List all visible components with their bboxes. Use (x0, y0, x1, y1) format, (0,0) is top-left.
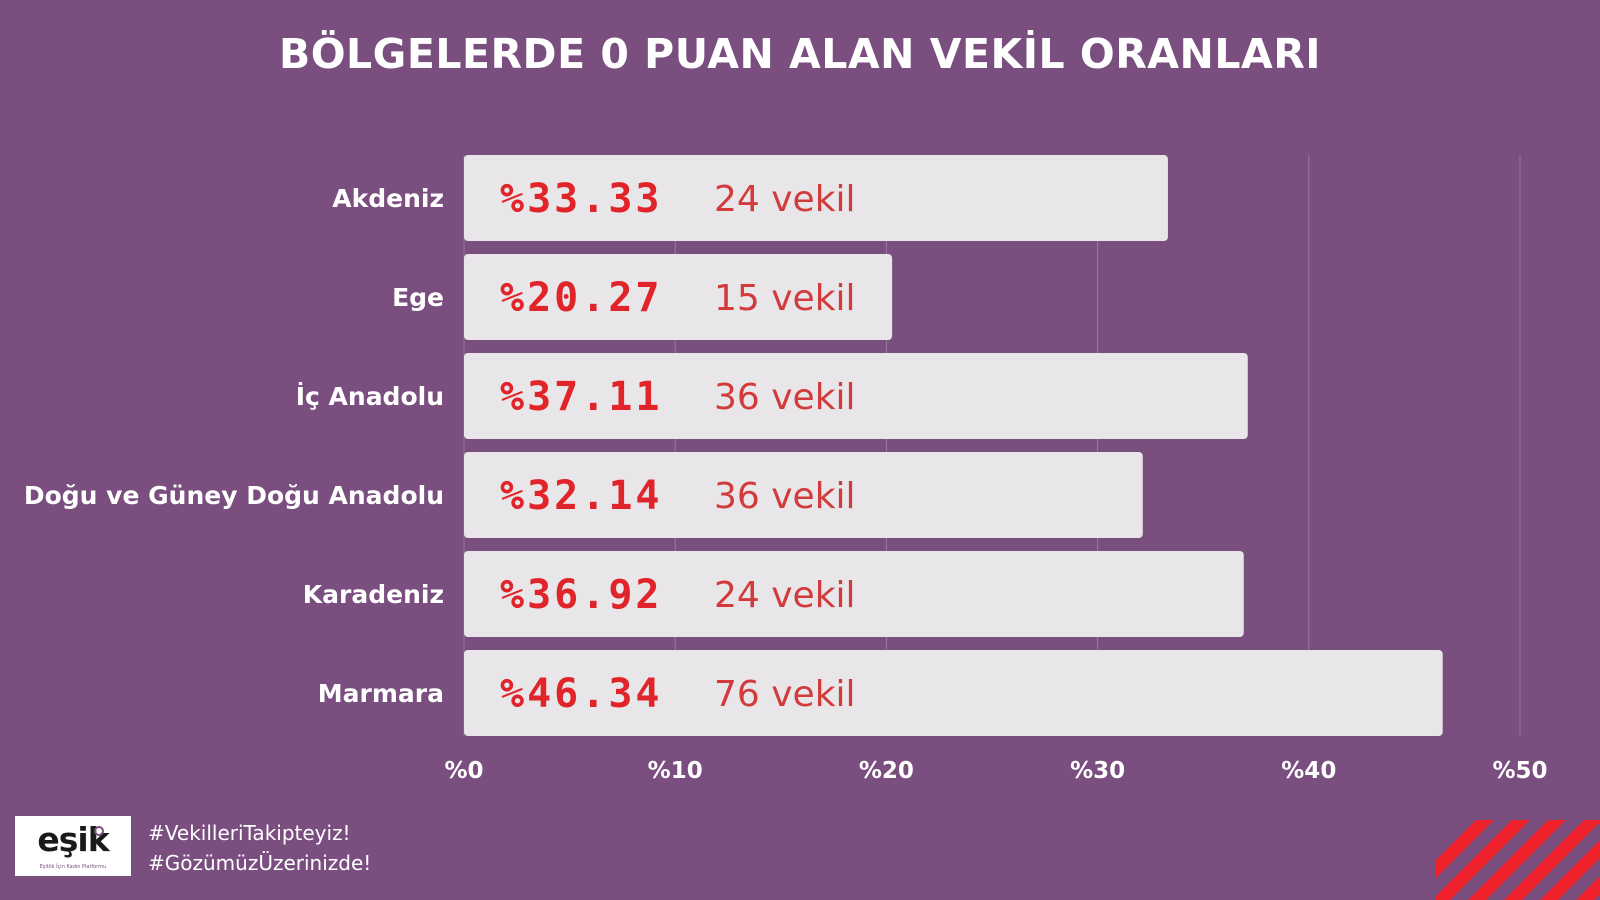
value-label: %36.92 (500, 572, 663, 618)
x-tick-label: %0 (444, 758, 483, 784)
labels: Akdeniz %33.33 24 vekil Ege %20.27 15 vekil İç… (24, 176, 856, 717)
category-label: Ege (392, 283, 444, 312)
bar (464, 254, 893, 340)
chart-title: BÖLGELERDE 0 PUAN ALAN VEKİL ORANLARI (278, 30, 1322, 78)
logo-subtext: Eşitlik İçin Kadın Platformu (39, 864, 107, 870)
esik-logo: eşik Eşitlik İçin Kadın Platformu (15, 816, 131, 876)
stripe (1504, 820, 1600, 900)
category-label: Akdeniz (332, 184, 444, 213)
hashtag-2: #GözümüzÜzerinizde! (148, 851, 372, 875)
x-tick-label: %20 (859, 758, 914, 784)
category-label: İç Anadolu (296, 381, 444, 411)
logo-eye-icon (94, 826, 104, 836)
x-tick-label: %30 (1070, 758, 1125, 784)
category-label: Doğu ve Güney Doğu Anadolu (24, 481, 444, 510)
bar (464, 452, 1143, 538)
logo-text: eşik (37, 820, 109, 859)
value-label: %46.34 (500, 671, 663, 717)
bar (464, 353, 1248, 439)
x-tick-label: %50 (1492, 758, 1547, 784)
bar (464, 551, 1244, 637)
stripe (1436, 820, 1530, 900)
decorative-stripes (1436, 820, 1600, 900)
value-label: %33.33 (500, 176, 663, 222)
x-tick-label: %10 (648, 758, 703, 784)
count-label: 24 vekil (714, 575, 856, 616)
value-label: %20.27 (500, 275, 663, 321)
value-label: %32.14 (500, 473, 663, 519)
stripe (1436, 820, 1494, 878)
count-label: 15 vekil (714, 278, 856, 319)
x-axis-ticks: %0 %10 %20 %30 %40 %50 (444, 758, 1547, 784)
gridlines (463, 155, 1521, 736)
stripe (1540, 840, 1600, 900)
x-tick-label: %40 (1281, 758, 1336, 784)
value-label: %37.11 (500, 374, 663, 420)
hashtag-1: #VekilleriTakipteyiz! (148, 821, 351, 845)
category-label: Karadeniz (303, 580, 444, 609)
bar-chart: Akdeniz %33.33 24 vekil Ege %20.27 15 vekil İç… (24, 155, 1548, 784)
count-label: 24 vekil (714, 179, 856, 220)
count-label: 36 vekil (714, 377, 856, 418)
bar (464, 650, 1443, 736)
bar (464, 155, 1168, 241)
bars (464, 155, 1443, 736)
category-label: Marmara (318, 679, 444, 708)
count-label: 36 vekil (714, 476, 856, 517)
stripe (1576, 876, 1600, 900)
count-label: 76 vekil (714, 674, 856, 715)
stripe (1468, 820, 1566, 900)
